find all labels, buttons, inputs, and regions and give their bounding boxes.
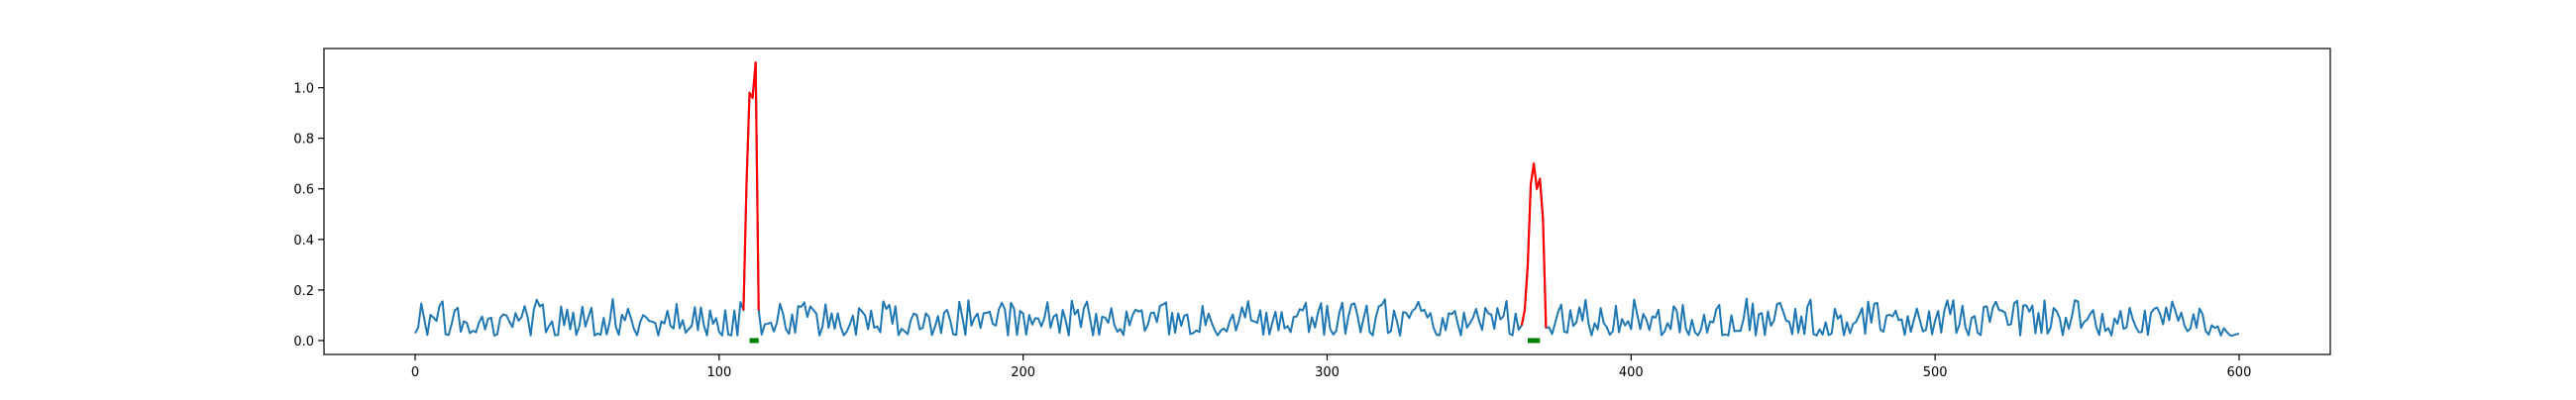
y-tick-label: 0.6 <box>293 183 314 198</box>
y-tick-label: 1.0 <box>293 82 314 97</box>
peak-line-2 <box>1520 162 1548 329</box>
y-tick-label: 0.2 <box>293 284 314 299</box>
x-tick-label: 100 <box>706 365 731 380</box>
y-tick-label: 0.4 <box>293 234 314 249</box>
x-tick-label: 200 <box>1011 365 1035 380</box>
x-tick-label: 300 <box>1315 365 1340 380</box>
y-tick-label: 0.8 <box>293 133 314 148</box>
x-tick-label: 500 <box>1923 365 1948 380</box>
x-tick-label: 600 <box>2227 365 2252 380</box>
peak-line-1 <box>742 60 760 311</box>
y-tick-label: 0.0 <box>293 335 314 350</box>
x-tick-label: 0 <box>411 365 419 380</box>
signal-line <box>414 61 2240 337</box>
x-tick-label: 400 <box>1619 365 1644 380</box>
